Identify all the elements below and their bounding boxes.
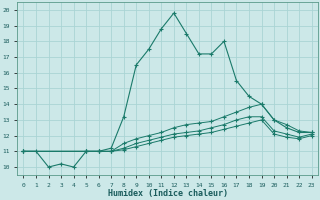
- X-axis label: Humidex (Indice chaleur): Humidex (Indice chaleur): [108, 189, 228, 198]
